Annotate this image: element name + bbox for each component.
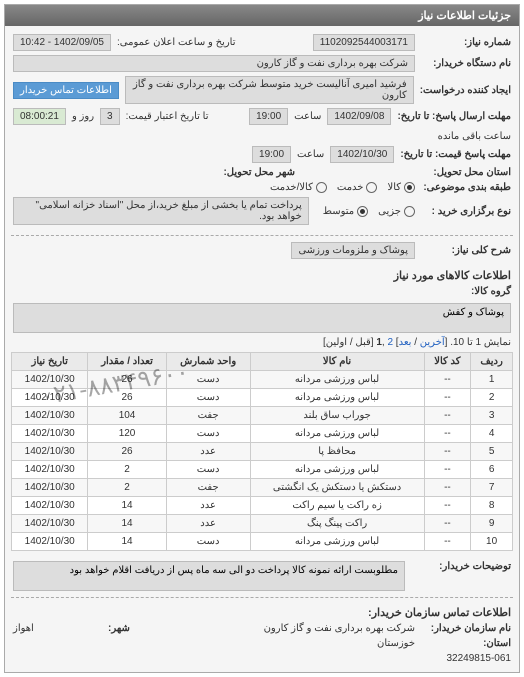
pager-next[interactable]: بعد [399, 337, 412, 348]
contact-section: اطلاعات تماس سازمان خریدار: [5, 600, 519, 621]
contact-city: اهواز [13, 623, 34, 634]
contact-province: خوزستان [377, 638, 415, 649]
table-row: 3--جوراب ساق بلندجفت1041402/10/30 [12, 407, 513, 425]
table-header: کد کالا [424, 353, 471, 371]
table-row: 4--لباس ورزشی مردانهدست1201402/10/30 [12, 425, 513, 443]
radio-goods[interactable]: کالا [387, 182, 415, 193]
credit-label: تا تاریخ اعتبار قیمت: [126, 111, 209, 122]
days-label: روز و [72, 111, 94, 122]
table-row: 10--لباس ورزشی مردانهدست141402/10/30 [12, 533, 513, 551]
radio-both[interactable]: کالا/خدمت [270, 182, 327, 193]
days-value: 3 [100, 108, 120, 125]
table-row: 1--لباس ورزشی مردانهدست261402/10/30 [12, 371, 513, 389]
buyer-note-label: توضیحات خریدار: [411, 561, 511, 572]
announce-value: 1402/09/05 - 10:42 [13, 34, 111, 51]
req-no: 1102092544003171 [313, 34, 415, 51]
price-deadline-label: مهلت پاسخ قیمت: تا تاریخ: [400, 149, 511, 160]
req-no-label: شماره نیاز: [421, 37, 511, 48]
table-row: 2--لباس ورزشی مردانهدست261402/10/30 [12, 389, 513, 407]
table-header: تعداد / مقدار [88, 353, 166, 371]
remain-time: 08:00:21 [13, 108, 66, 125]
main-panel: جزئیات اطلاعات نیاز شماره نیاز: 11020925… [4, 4, 520, 673]
table-row: 7--دستکش یا دستکش یک انگشتیجفت21402/10/3… [12, 479, 513, 497]
contact-phone: 32249815-061 [446, 653, 511, 664]
summary-title-label: شرح کلی نیاز: [421, 245, 511, 256]
table-header: ردیف [471, 353, 513, 371]
table-header: تاریخ نیاز [12, 353, 88, 371]
contact-province-label: استان: [421, 638, 511, 649]
requester: فرشید امیری آنالیست خرید متوسط شرکت بهره… [125, 76, 414, 104]
contact-city-label: شهر: [40, 623, 130, 634]
pager-last[interactable]: آخرین [420, 337, 445, 348]
buyer-org: شرکت بهره برداری نفت و گاز کارون [13, 55, 415, 72]
class-label: طبقه بندی موضوعی: [421, 182, 511, 193]
deadline-send-date: 1402/09/08 [327, 108, 391, 125]
remain-label: ساعت باقی مانده [438, 131, 511, 142]
summary-title-value: پوشاک و ملزومات ورزشی [291, 242, 415, 259]
pager-suffix: [قبل / اولین] [323, 337, 376, 348]
price-deadline-time: 19:00 [252, 146, 291, 163]
table-row: 5--محافظ پاعدد261402/10/30 [12, 443, 513, 461]
delivery-city-label: شهر محل تحویل: [205, 167, 295, 178]
table-row: 8--زه راکت یا سیم راکتعدد141402/10/30 [12, 497, 513, 515]
table-header-row: ردیفکد کالانام کالاواحد شمارشتعداد / مقد… [12, 353, 513, 371]
table-body: 1--لباس ورزشی مردانهدست261402/10/302--لب… [12, 371, 513, 551]
delivery-province-label: استان محل تحویل: [421, 167, 511, 178]
pager: نمایش 1 تا 10. [آخرین / بعد] 2 ,1 [قبل /… [5, 335, 519, 352]
contact-org-label: نام سازمان خریدار: [421, 623, 511, 634]
header-block: شماره نیاز: 1102092544003171 تاریخ و ساع… [5, 26, 519, 233]
price-deadline-date: 1402/10/30 [330, 146, 394, 163]
requester-label: ایجاد کننده درخواست: [420, 85, 511, 96]
radio-service[interactable]: خدمت [337, 182, 378, 193]
group-label: گروه کالا: [421, 286, 511, 297]
group-value [13, 303, 511, 333]
panel-title: جزئیات اطلاعات نیاز [5, 5, 519, 26]
time-label-1: ساعت [294, 111, 321, 122]
goods-table: ردیفکد کالانام کالاواحد شمارشتعداد / مقد… [11, 352, 513, 551]
contact-org: شرکت بهره برداری نفت و گاز کارون [264, 623, 415, 634]
purchase-type-label: نوع برگزاری خرید : [421, 206, 511, 217]
radio-small[interactable]: جزیی [378, 206, 415, 217]
time-label-2: ساعت [297, 149, 324, 160]
buyer-org-label: نام دستگاه خریدار: [421, 58, 511, 69]
deadline-send-label: مهلت ارسال پاسخ: تا تاریخ: [397, 111, 511, 122]
radio-medium[interactable]: متوسط [323, 206, 368, 217]
class-radio-group: کالا خدمت کالا/خدمت [270, 182, 415, 193]
table-row: 9--راکت پینگ پنگعدد141402/10/30 [12, 515, 513, 533]
buyer-note-text [13, 561, 405, 591]
table-row: 6--لباس ورزشی مردانهدست21402/10/30 [12, 461, 513, 479]
payment-note: پرداخت تمام یا بخشی از مبلغ خرید،از محل … [13, 197, 309, 225]
table-header: واحد شمارش [166, 353, 250, 371]
pager-prefix: نمایش 1 تا 10. [ [445, 337, 511, 348]
deadline-send-time: 19:00 [249, 108, 288, 125]
goods-section-title: اطلاعات کالاهای مورد نیاز [5, 263, 519, 284]
announce-label: تاریخ و ساعت اعلان عمومی: [117, 37, 236, 48]
contact-button[interactable]: اطلاعات تماس خریدار [13, 82, 119, 99]
table-header: نام کالا [250, 353, 424, 371]
purchase-radio-group: جزیی متوسط [323, 206, 415, 217]
